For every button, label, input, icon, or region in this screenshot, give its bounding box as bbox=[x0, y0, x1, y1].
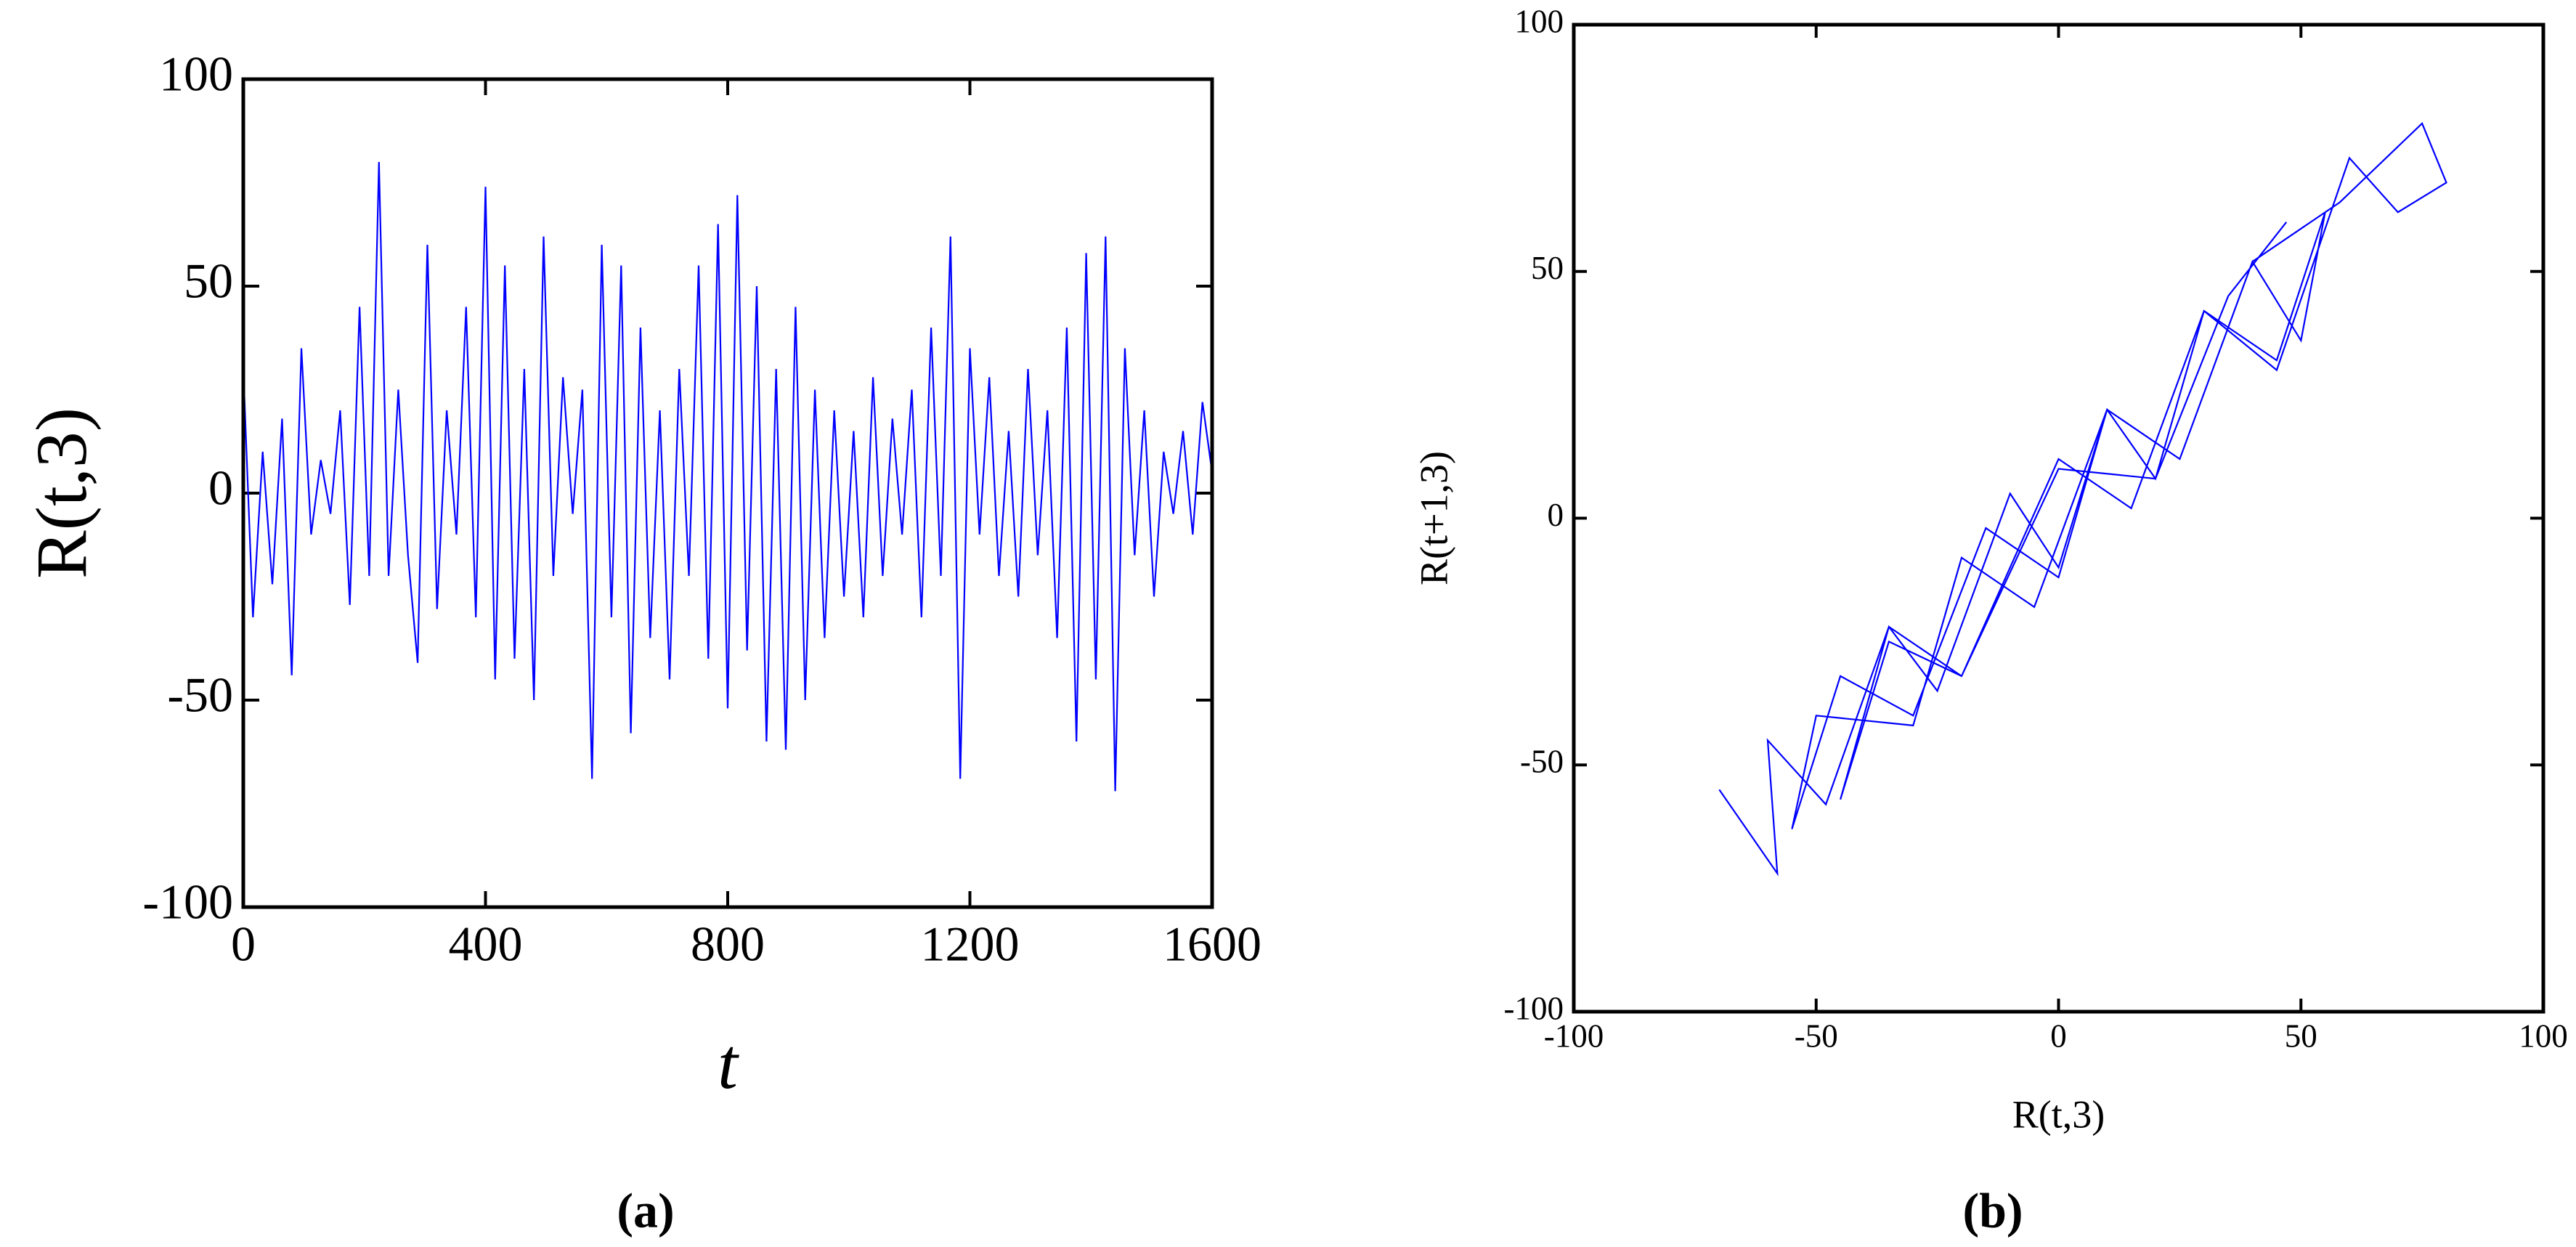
data-line bbox=[1718, 121, 2447, 877]
y-tick-label: 50 bbox=[1531, 250, 1564, 286]
x-tick-label: -50 bbox=[1795, 1018, 1838, 1055]
x-tick-label: 400 bbox=[449, 916, 523, 971]
x-axis-label: t bbox=[718, 1023, 739, 1104]
x-tick-label: 0 bbox=[2050, 1018, 2067, 1055]
y-tick-label: -50 bbox=[1520, 744, 1564, 780]
panel-label: (a) bbox=[617, 1183, 674, 1238]
y-axis-label: R(t+1,3) bbox=[1412, 451, 1455, 585]
y-tick-label: 50 bbox=[184, 253, 233, 309]
x-axis-label: R(t,3) bbox=[2012, 1092, 2105, 1136]
y-tick-label: -100 bbox=[1504, 990, 1564, 1026]
y-tick-label: 100 bbox=[1515, 3, 1564, 39]
y-axis-label: R(t,3) bbox=[21, 407, 102, 579]
x-tick-label: 0 bbox=[231, 916, 256, 971]
plot-frame bbox=[1572, 23, 2545, 1014]
x-tick-label: -100 bbox=[1544, 1018, 1604, 1055]
x-tick-label: 100 bbox=[2519, 1018, 2568, 1055]
y-tick-label: 0 bbox=[1548, 497, 1564, 533]
y-tick-label: 100 bbox=[159, 46, 233, 102]
plot-frame bbox=[241, 77, 1214, 909]
x-tick-label: 800 bbox=[691, 916, 765, 971]
panel-label: (b) bbox=[1962, 1183, 2023, 1238]
data-line bbox=[242, 161, 1214, 792]
y-tick-label: 0 bbox=[208, 460, 233, 516]
y-tick-label: -50 bbox=[167, 667, 233, 723]
y-tick-label: -100 bbox=[142, 874, 233, 930]
x-tick-label: 50 bbox=[2285, 1018, 2317, 1055]
x-tick-label: 1600 bbox=[1163, 916, 1261, 971]
x-tick-label: 1200 bbox=[921, 916, 1020, 971]
